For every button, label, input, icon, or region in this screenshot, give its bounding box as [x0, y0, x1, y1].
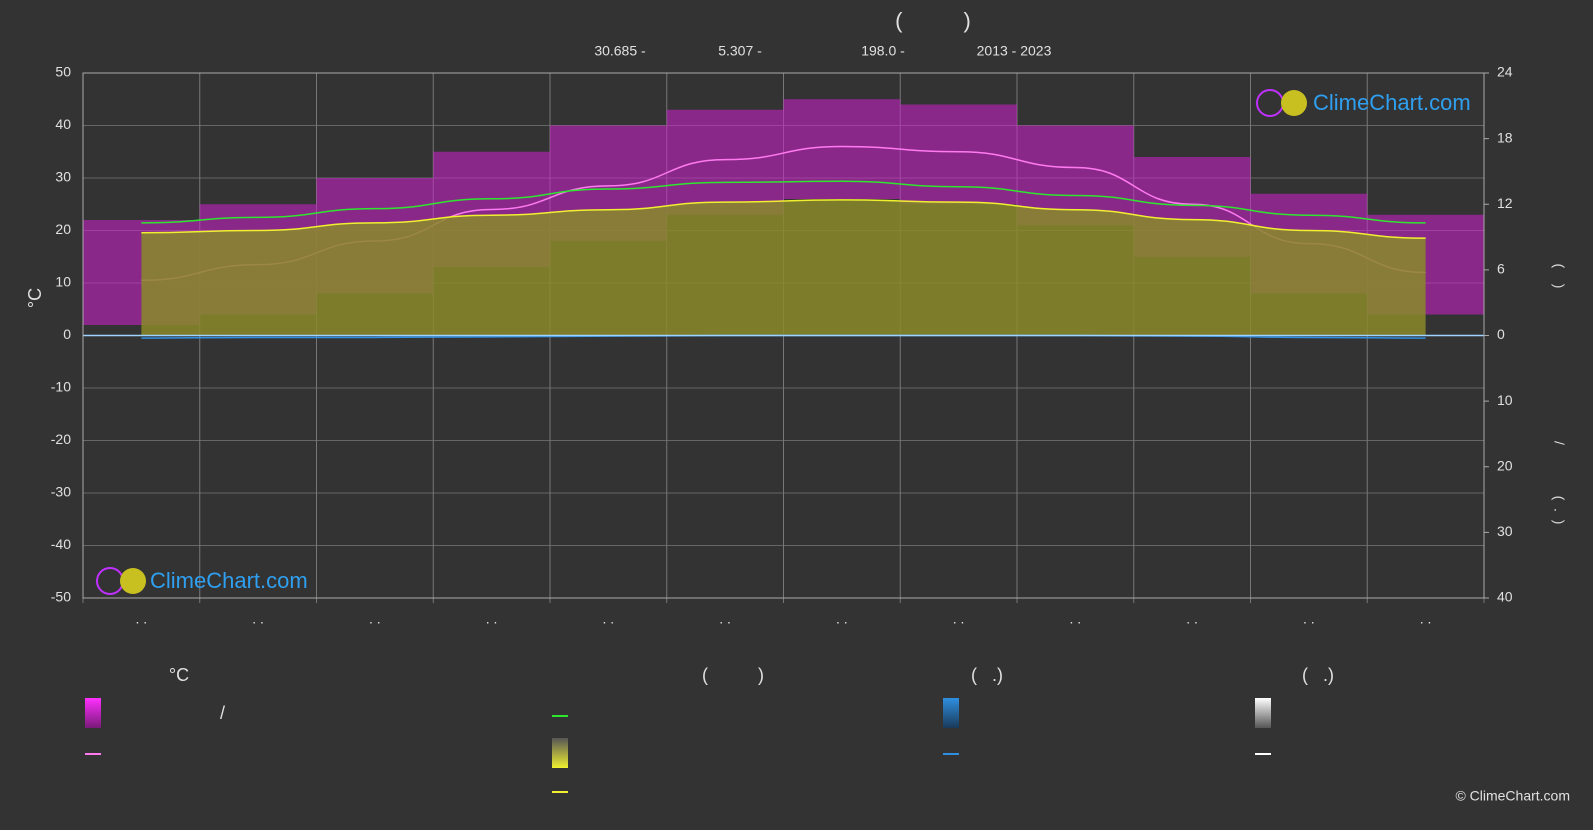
- y3-tick-label: 30: [1497, 523, 1513, 539]
- chart-title: ( ): [895, 8, 971, 33]
- y-tick-label: -30: [51, 484, 71, 500]
- x-tick-label: . .: [719, 611, 731, 627]
- legend-header: °C: [169, 665, 189, 685]
- subtitle: 30.685 -: [594, 43, 646, 59]
- y-axis-label: °C: [25, 288, 45, 308]
- y3-axis-label: ( . ): [1551, 496, 1567, 525]
- copyright: © ClimeChart.com: [1455, 788, 1570, 804]
- legend-swatch: [552, 738, 568, 768]
- x-tick-label: . .: [136, 611, 148, 627]
- y-tick-label: -10: [51, 379, 71, 395]
- y-tick-label: 0: [63, 326, 71, 342]
- subtitle: 2013 - 2023: [977, 43, 1052, 59]
- x-tick-label: . .: [486, 611, 498, 627]
- x-tick-label: . .: [1420, 611, 1432, 627]
- y2-tick-label: 6: [1497, 261, 1505, 277]
- y2-axis-label: ( ): [1551, 264, 1567, 289]
- x-tick-label: . .: [252, 611, 264, 627]
- x-tick-label: . .: [836, 611, 848, 627]
- y2-tick-label: 12: [1497, 195, 1513, 211]
- x-tick-label: . .: [1303, 611, 1315, 627]
- y2-tick-label: 24: [1497, 64, 1513, 80]
- series-line: [141, 199, 1426, 239]
- legend-swatch: [1255, 698, 1271, 728]
- x-tick-label: . .: [1186, 611, 1198, 627]
- logo-text: ClimeChart.com: [150, 568, 308, 593]
- temp-range-bar: [666, 109, 784, 215]
- logo: ClimeChart.com: [96, 567, 308, 595]
- series-line: [141, 180, 1426, 224]
- legend-text: /: [220, 703, 225, 723]
- series-area: [141, 199, 1426, 336]
- x-tick-label: . .: [603, 611, 615, 627]
- y3-axis-label: /: [1551, 441, 1567, 445]
- y3-tick-label: 20: [1497, 457, 1513, 473]
- y-tick-label: 30: [55, 169, 71, 185]
- subtitle: 198.0 -: [861, 43, 905, 59]
- y2-tick-label: 18: [1497, 129, 1513, 145]
- y-tick-label: -40: [51, 536, 71, 552]
- logo: ClimeChart.com: [1256, 89, 1471, 117]
- y2-tick-label: 0: [1497, 326, 1505, 342]
- y3-tick-label: 40: [1497, 589, 1513, 605]
- legend-header: ( .): [1302, 665, 1334, 685]
- legend-swatch: [85, 698, 101, 728]
- y3-tick-label: 10: [1497, 392, 1513, 408]
- plot: -50 -40 -30 -20 -10 0 10 20 30 40 50 0 6 12 18 24 10 20 30…: [51, 64, 1513, 627]
- y-tick-label: 10: [55, 274, 71, 290]
- y-tick-label: 40: [55, 116, 71, 132]
- x-tick-label: . .: [1070, 611, 1082, 627]
- y-tick-label: 50: [55, 64, 71, 80]
- y-tick-label: -50: [51, 589, 71, 605]
- y-tick-label: 20: [55, 221, 71, 237]
- legend-header: ( ): [702, 665, 764, 685]
- x-tick-label: . .: [369, 611, 381, 627]
- y-tick-label: -20: [51, 431, 71, 447]
- plot-frame: [82, 72, 1485, 599]
- logo-text: ClimeChart.com: [1313, 90, 1471, 115]
- legend-header: ( .): [971, 665, 1003, 685]
- legend-swatch: [943, 698, 959, 728]
- subtitle: 5.307 -: [718, 43, 762, 59]
- x-tick-label: . .: [953, 611, 965, 627]
